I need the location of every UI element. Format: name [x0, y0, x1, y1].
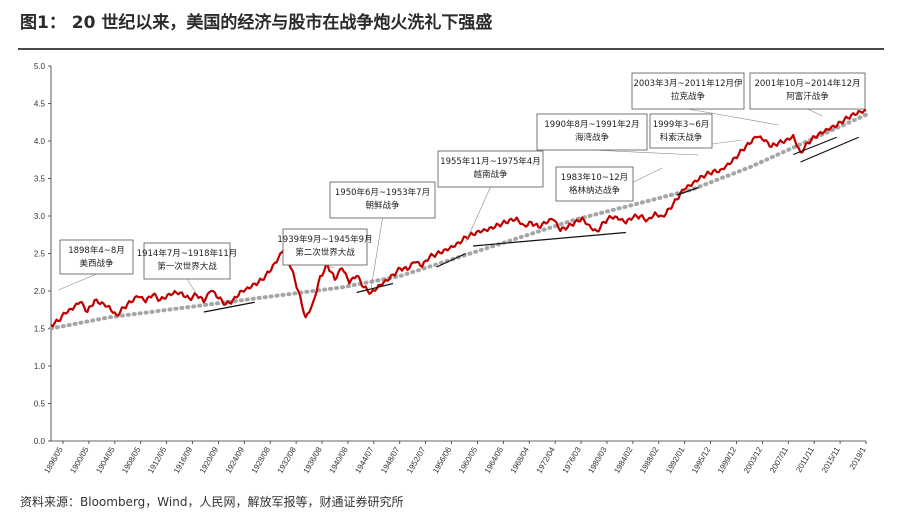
annotation-box: [749, 72, 866, 110]
war-period-trend-line: [356, 282, 394, 294]
y-tick-label: 2.5: [34, 250, 46, 259]
x-tick-label: 1944/07: [353, 445, 376, 475]
annotation-leader: [465, 186, 491, 243]
y-tick-label: 4.0: [34, 137, 46, 146]
x-tick-label: 2019/1: [848, 445, 868, 471]
x-tick-label: 1992/01: [664, 445, 687, 475]
annotation-label: 1955年11月~1975年4月: [440, 156, 541, 167]
y-tick-label: 4.5: [34, 100, 46, 109]
x-tick-label: 1920/09: [198, 445, 221, 475]
annotation-leader: [591, 149, 699, 156]
x-tick-label: 1976/03: [561, 445, 584, 475]
annotation-label: 2001年10月~2014年12月: [754, 78, 860, 89]
x-tick-label: 1924/09: [224, 445, 247, 475]
annotation-box: [437, 150, 544, 188]
war-period-trend-line: [800, 136, 859, 163]
title-divider: [18, 48, 884, 50]
x-tick-label: 1960/05: [457, 445, 480, 475]
index-series-line: [50, 108, 867, 328]
war-period-trend-line: [203, 301, 255, 313]
annotation-label: 1939年9月~1945年9月: [277, 234, 372, 245]
x-tick-label: 2011/11: [794, 445, 816, 474]
x-tick-label: 2015/11: [820, 445, 842, 475]
x-tick-label: 1980/03: [586, 445, 609, 475]
annotation-label: 朝鲜战争: [365, 200, 400, 211]
x-tick-label: 1948/07: [379, 445, 402, 475]
war-trend-lines: [203, 136, 859, 313]
annotation-label: 第二次世界大战: [295, 247, 355, 258]
x-tick-label: 1972/04: [535, 445, 558, 475]
y-tick-label: 0.0: [34, 437, 46, 446]
y-tick-label: 1.0: [34, 362, 46, 371]
x-tick-label: 1988/02: [638, 445, 661, 475]
x-tick-label: 1928/08: [250, 445, 273, 475]
x-tick-label: 1995/12: [690, 445, 713, 475]
y-tick-label: 0.5: [34, 400, 46, 409]
annotation-label: 1990年8月~1991年2月: [544, 119, 639, 130]
x-tick-label: 1964/05: [483, 445, 506, 475]
war-period-trend-line: [793, 136, 838, 156]
x-tick-label: 1968/04: [509, 445, 532, 475]
x-tick-label: 1940/08: [327, 445, 350, 475]
annotation-leader: [58, 273, 97, 291]
annotation-label: 2003年3月~2011年12月伊: [633, 78, 743, 89]
annotation-box: [329, 181, 436, 219]
annotation-leader: [687, 108, 779, 126]
annotation-label: 1914年7月~1918年11月: [137, 248, 238, 259]
annotation-box: [282, 228, 368, 266]
annotation-label: 格林纳达战争: [569, 185, 621, 196]
annotation-label: 1983年10~12月: [561, 172, 628, 183]
war-period-trend-line: [436, 252, 467, 268]
y-tick-label: 2.0: [34, 287, 46, 296]
x-tick-label: 1984/02: [612, 445, 635, 475]
annotation-box: [649, 113, 713, 149]
x-tick-label: 1999/12: [716, 445, 739, 475]
y-tick-label: 5.0: [34, 62, 46, 71]
trend-series-line: [49, 112, 868, 331]
chart-series: [49, 108, 868, 331]
annotation-label: 拉克战争: [671, 91, 706, 102]
x-tick-label: 1900/05: [68, 445, 91, 475]
annotation-label: 第一次世界大战: [157, 261, 217, 272]
annotation-label: 1898年4~8月: [68, 245, 125, 256]
x-tick-label: 1936/08: [302, 445, 325, 475]
annotation-box: [536, 113, 648, 151]
war-period-trend-line: [676, 186, 699, 196]
annotation-leader: [324, 264, 335, 269]
annotation-box: [555, 166, 634, 202]
x-tick-label: 1952/07: [405, 445, 428, 475]
y-tick-label: 3.0: [34, 212, 46, 221]
annotation-label: 阿富汗战争: [786, 91, 829, 102]
y-tick-label: 1.5: [34, 325, 46, 334]
annotation-box: [143, 242, 231, 280]
annotation-label: 海湾战争: [575, 132, 610, 143]
x-tick-label: 1904/05: [94, 445, 117, 475]
annotation-label: 美西战争: [79, 258, 114, 269]
war-period-trend-line: [473, 231, 626, 247]
chart-title: 图1： 20 世纪以来，美国的经济与股市在战争炮火洗礼下强盛: [20, 13, 493, 33]
annotation-box: [59, 239, 134, 275]
x-tick-label: 2003/12: [742, 445, 765, 475]
y-tick-label: 3.5: [34, 175, 46, 184]
x-tick-label: 1916/09: [172, 445, 195, 475]
annotation-leader: [807, 108, 823, 117]
data-source-note: 资料来源：Bloomberg，Wind，人民网，解放军报等，财通证券研究所: [20, 495, 404, 509]
annotation-leader: [370, 217, 383, 289]
x-tick-label: 1896/05: [42, 445, 65, 475]
x-tick-label: 1912/05: [146, 445, 169, 475]
annotation-label: 越南战争: [473, 169, 508, 180]
x-tick-label: 1956/06: [431, 445, 454, 475]
annotation-leader: [186, 278, 197, 295]
annotation-label: 1950年6月~1953年7月: [335, 187, 430, 198]
annotation-label: 1999年3~6月: [653, 119, 710, 130]
x-tick-label: 1932/08: [276, 445, 299, 475]
x-tick-label: 2007/11: [768, 445, 790, 475]
x-tick-label: 1908/05: [120, 445, 143, 475]
annotation-box: [631, 72, 745, 110]
annotation-label: 科索沃战争: [660, 132, 703, 143]
